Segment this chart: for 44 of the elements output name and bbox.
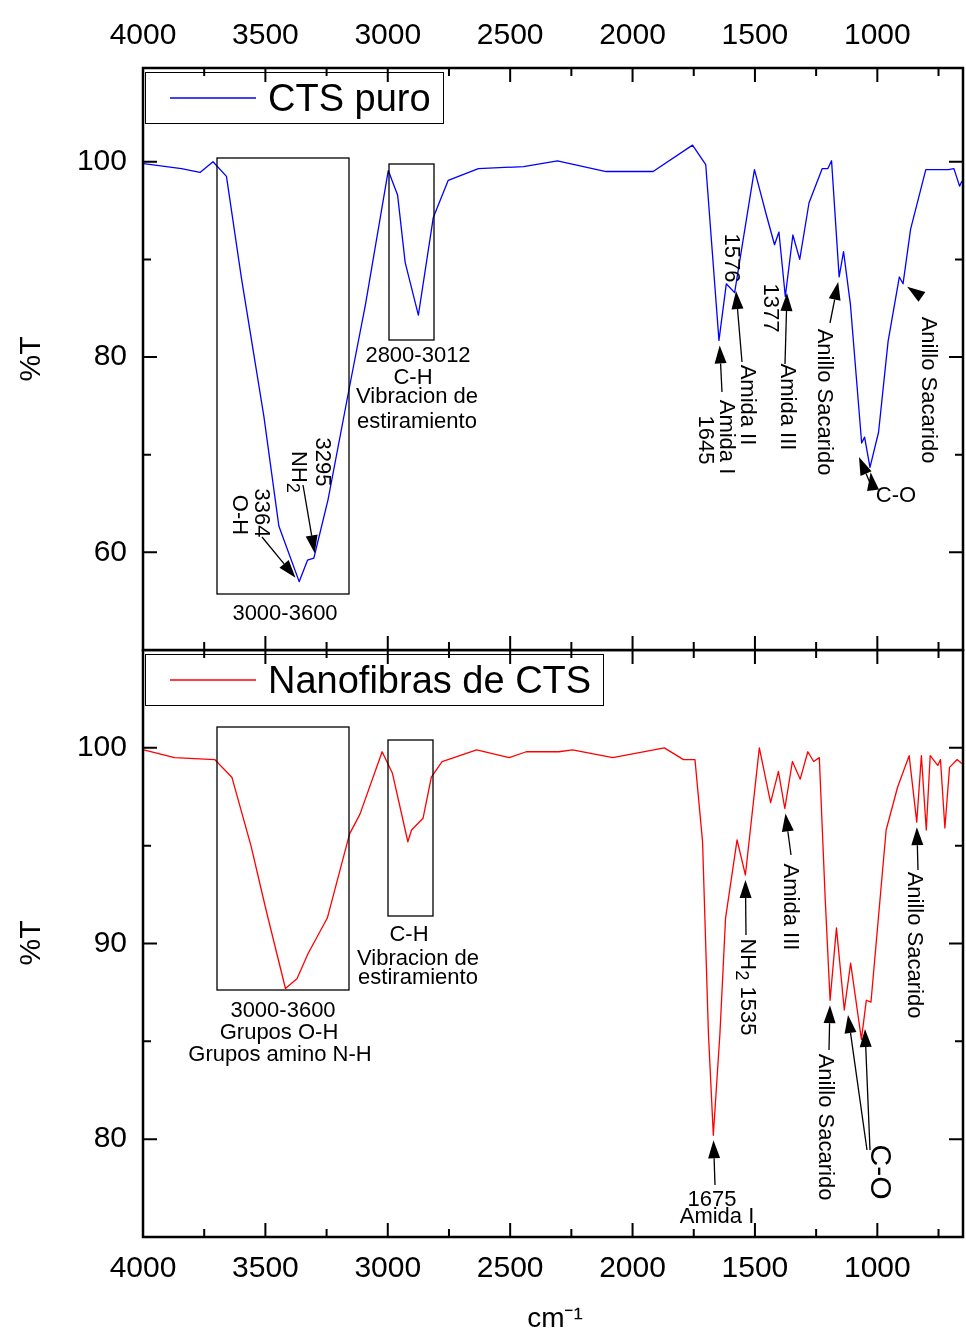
annotation: 2800-3012 [365, 342, 471, 367]
annotation: C-O [875, 482, 917, 507]
annotation: 1377 [759, 283, 784, 333]
x-tick-label: 1500 [721, 17, 789, 51]
y-tick-label: 80 [93, 1120, 127, 1154]
y-tick-label: 100 [76, 729, 127, 763]
series-label: Nanofibras de CTS [268, 658, 592, 703]
annotation: Amida III [779, 863, 804, 951]
annotation: Grupos O-H [219, 1019, 339, 1044]
x-axis-title: cm⁻¹ [527, 1301, 583, 1334]
x-tick-label: 2000 [599, 1250, 666, 1284]
annotation: Amida III [776, 363, 801, 451]
y-axis-title: %T [13, 336, 47, 382]
x-tick-label: 1000 [843, 1250, 911, 1284]
x-tick-label: 3500 [232, 1250, 299, 1284]
x-tick-label: 2000 [599, 17, 666, 51]
y-tick-label: 100 [76, 143, 127, 177]
annotation: O-H [228, 494, 253, 536]
annotation: 3000-3600 [230, 997, 336, 1022]
legend-label: CTS puro [268, 76, 431, 121]
x-tick-label: 3000 [354, 1250, 422, 1284]
annotation: C-H [389, 921, 429, 946]
y-tick-label: 90 [93, 924, 127, 958]
x-tick-label: 4000 [109, 1250, 177, 1284]
y-axis-title: %T [13, 920, 47, 966]
annotation: 3364 [250, 488, 275, 538]
annotation: C-O [865, 1144, 898, 1200]
annotation: 3000-3600 [232, 599, 338, 627]
y-tick-label: 80 [93, 338, 127, 372]
annotation: Anillo Sacarido [917, 316, 942, 464]
x-tick-label: 1500 [721, 1250, 789, 1284]
annotation: Anillo Sacarido [903, 871, 928, 1019]
x-tick-label: 1000 [843, 17, 911, 51]
y-tick-label: 60 [93, 533, 127, 567]
x-tick-label: 2500 [476, 17, 544, 51]
annotation: Anillo Sacarido [814, 1053, 839, 1201]
x-tick-label: 3500 [232, 17, 299, 51]
annotation: Anillo Sacarido [813, 328, 838, 476]
x-tick-label: 2500 [476, 1250, 544, 1284]
annotation: Vibracion de estiramiento [357, 945, 479, 989]
annotation: 3295 [311, 437, 336, 487]
annotation: 1576 [720, 233, 745, 283]
x-tick-label: 4000 [109, 17, 177, 51]
x-tick-label: 3000 [354, 17, 422, 51]
